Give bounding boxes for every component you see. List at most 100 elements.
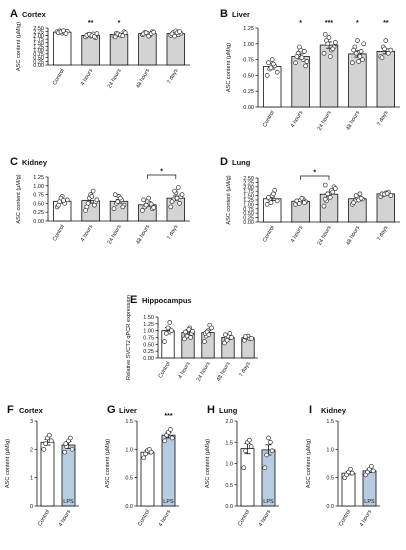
bar [166, 197, 186, 222]
bar [40, 441, 55, 507]
panel-title: Cortex [19, 406, 44, 415]
significance-mark: * [299, 20, 302, 27]
data-point [357, 191, 363, 197]
data-point [269, 57, 275, 62]
data-point [182, 329, 188, 335]
bar [261, 449, 276, 507]
y-axis-label: ASC content (µM/g) [5, 439, 11, 488]
data-point [369, 463, 374, 469]
data-point [174, 195, 180, 201]
data-point [325, 41, 331, 47]
significance-mark: ** [88, 20, 94, 27]
data-point [69, 446, 75, 452]
y-tick-label: 1.25 [243, 198, 254, 204]
y-tick-label: 1.00 [143, 329, 154, 335]
x-tick-label: Control [158, 361, 172, 379]
data-point [327, 54, 333, 59]
data-point [242, 334, 248, 340]
panel-title: Liver [119, 406, 137, 415]
data-point [115, 199, 121, 204]
bar [348, 198, 367, 223]
y-tick-label: 1.25 [243, 26, 254, 32]
data-point [358, 195, 364, 201]
y-tick-label: 0.00 [33, 219, 44, 225]
data-point [92, 34, 97, 39]
data-point [90, 188, 96, 194]
x-tick-label: 4 hours [58, 509, 72, 528]
data-point [206, 332, 212, 338]
data-point [388, 193, 394, 198]
y-tick-label: 1.00 [33, 48, 44, 54]
data-point [249, 335, 254, 341]
panel-label: D [220, 156, 228, 168]
in-bar-label: LPS [263, 499, 274, 505]
data-point [349, 470, 355, 476]
data-point [350, 60, 355, 66]
panel-title: Hippocampus [142, 296, 192, 305]
data-point [162, 438, 168, 444]
data-point [43, 441, 48, 447]
data-point [227, 331, 233, 336]
data-point [248, 444, 254, 449]
bar [138, 33, 157, 66]
x-tick-label: 4 hours [158, 509, 172, 528]
y-tick-label: 0.0 [326, 504, 334, 510]
data-point [92, 202, 97, 208]
significance-mark: * [356, 20, 359, 27]
data-point [148, 449, 154, 455]
data-point [148, 201, 154, 207]
data-point [94, 197, 100, 203]
x-tick-label: 48 hours [135, 224, 151, 246]
bar [52, 200, 72, 222]
panel-title: Kidney [321, 406, 347, 415]
data-point [209, 325, 214, 331]
y-tick-label: 1.50 [33, 41, 44, 47]
y-tick-label: 0.25 [243, 216, 254, 222]
panel-label: A [10, 8, 18, 20]
bar [81, 35, 100, 66]
data-point [360, 57, 365, 62]
in-bar-label: LPS [163, 499, 174, 505]
significance-mark: * [160, 169, 163, 176]
data-point [179, 192, 185, 197]
x-tick-label: 4 hours [258, 509, 272, 528]
data-point [385, 50, 391, 56]
data-point [222, 332, 228, 338]
data-point [120, 204, 126, 210]
y-tick-label: 0.50 [33, 56, 44, 62]
y-tick-label: 0.50 [243, 73, 254, 79]
y-tick-label: 1.50 [243, 194, 254, 200]
data-point [322, 31, 328, 37]
panel-label: C [10, 156, 18, 168]
panel-title: Lung [219, 406, 238, 415]
y-tick-label: 1.5 [326, 419, 334, 425]
data-point [382, 46, 387, 52]
data-point [190, 328, 195, 334]
data-point [327, 195, 333, 200]
data-point [326, 35, 332, 40]
x-tick-label: Control [338, 509, 352, 527]
chart-panel-d: D Lung 0.000.250.500.751.001.251.501.752.0… [220, 156, 400, 247]
data-point [177, 201, 182, 206]
data-point [332, 40, 338, 45]
data-point [168, 427, 173, 432]
data-point [175, 185, 181, 190]
data-point [322, 182, 328, 188]
data-point [68, 435, 73, 441]
y-tick-label: 1.75 [243, 189, 254, 195]
chart-panel-a: A Cortex0.000.250.500.751.001.251.501.752… [10, 8, 190, 90]
panel-label: H [207, 404, 215, 416]
y-tick-label: 0.50 [243, 211, 254, 217]
data-point [383, 38, 389, 43]
data-point [202, 339, 207, 344]
data-point [302, 49, 307, 54]
data-point [268, 439, 273, 445]
y-tick-label: 1.5 [125, 419, 133, 425]
bar [140, 451, 155, 507]
y-tick-label: 1 [30, 476, 33, 482]
y-tick-label: 2.0 [225, 419, 233, 425]
x-tick-label: Control [52, 68, 66, 86]
bar [161, 434, 176, 507]
bar [52, 31, 72, 66]
y-tick-label: 0.00 [243, 220, 254, 226]
